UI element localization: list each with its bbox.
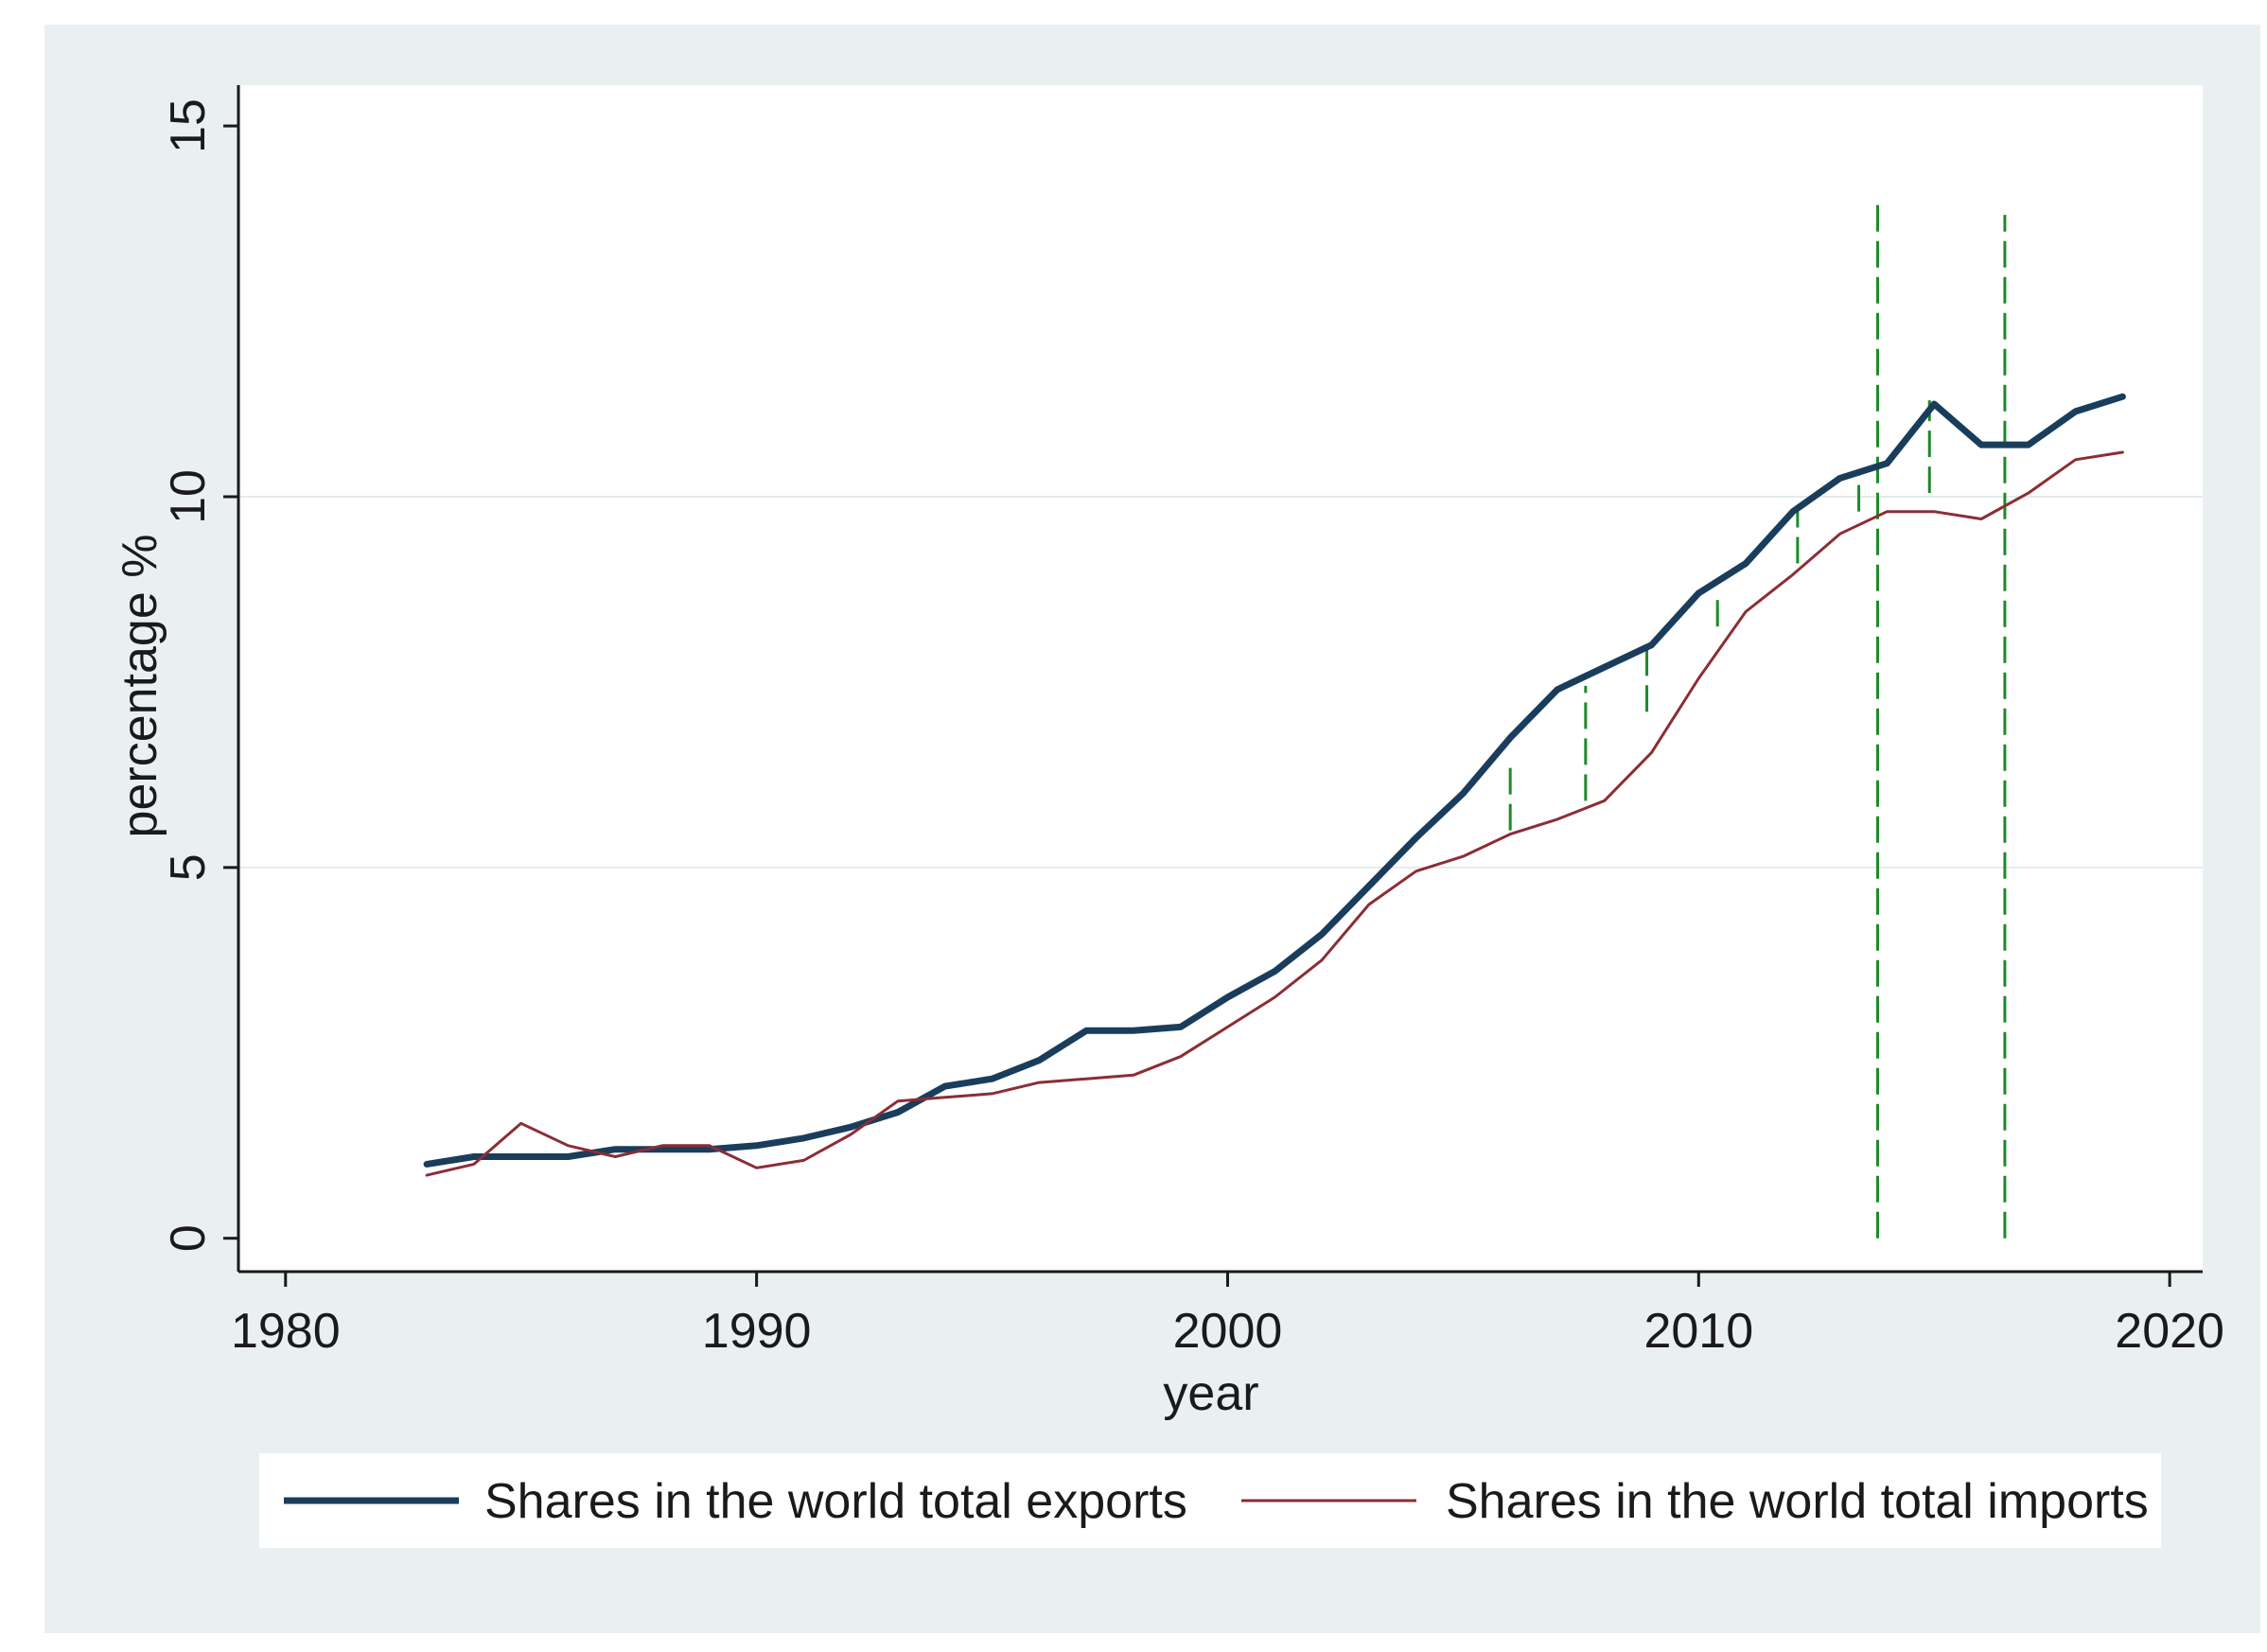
vertical-markers [1508, 200, 2007, 1239]
series-lines [423, 393, 2126, 1177]
axes [237, 85, 2203, 1274]
x-ticks: 1980 1990 2000 2010 2020 [231, 1272, 2224, 1359]
y-tick-label: 0 [161, 1224, 216, 1252]
y-tick-label: 15 [161, 98, 216, 153]
y-tick-label: 10 [161, 469, 216, 524]
imports-line [425, 450, 2124, 1177]
legend: Shares in the world total exports Shares… [259, 1453, 2161, 1548]
exports-line [423, 393, 2126, 1168]
x-tick-label: 2000 [1173, 1304, 1283, 1359]
y-ticks: 0 5 10 15 [161, 98, 238, 1252]
plot-area [238, 85, 2203, 1272]
x-tick-label: 2020 [2115, 1304, 2224, 1359]
x-tick-label: 2010 [1643, 1304, 1753, 1359]
y-tick-label: 5 [161, 853, 216, 881]
x-tick-label: 1980 [231, 1304, 341, 1359]
gridlines [238, 495, 2203, 869]
x-tick-label: 1990 [702, 1304, 812, 1359]
legend-label-imports: Shares in the world total imports [1446, 1474, 2149, 1529]
y-axis-title: percentage % [113, 535, 167, 838]
x-axis-title: year [1163, 1366, 1258, 1421]
legend-label-exports: Shares in the world total exports [484, 1474, 1187, 1529]
legend-box [259, 1453, 2161, 1548]
